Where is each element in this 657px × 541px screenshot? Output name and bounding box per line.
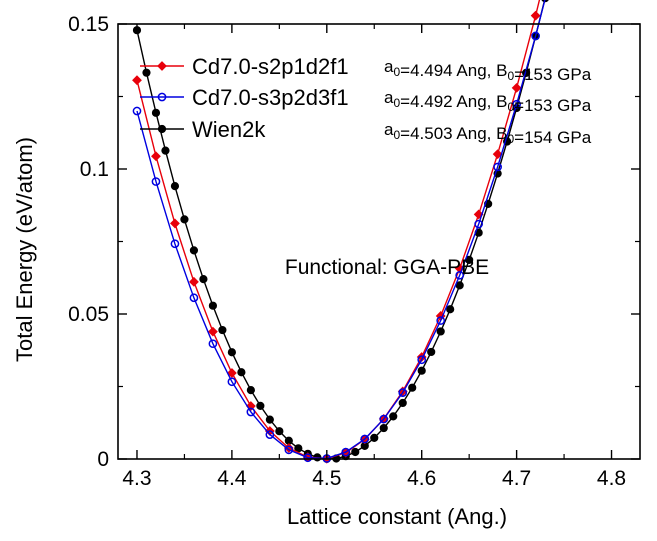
data-point-diamond: [151, 151, 161, 162]
legend-entry: Wien2k a0=4.503 Ang, B0=154 GPa: [140, 117, 592, 147]
data-point-circle: [180, 215, 189, 224]
y-tick-label: 0.05: [68, 303, 109, 326]
y-tick-label: 0.1: [80, 158, 109, 181]
data-point-diamond: [226, 368, 237, 378]
x-tick-label: 4.6: [407, 467, 436, 490]
data-point-circle: [265, 415, 274, 424]
data-point-circle: [398, 398, 407, 408]
data-point-circle: [151, 108, 161, 117]
data-point-diamond: [157, 61, 167, 71]
axis-ticks: 4.3 4.4 4.5 4.6 4.7 4.8 0 0.05 0.1 0.15: [68, 13, 640, 490]
data-point-circle: [170, 182, 180, 191]
data-point-circle-open: [531, 31, 540, 41]
data-point-circle-open: [157, 92, 167, 102]
data-point-diamond: [189, 276, 199, 287]
data-point-circle: [189, 246, 199, 255]
data-point-circle-open: [246, 407, 256, 417]
data-point-circle: [417, 366, 426, 375]
x-tick-label: 4.5: [312, 467, 341, 490]
data-point-circle: [351, 447, 360, 457]
data-point-circle: [427, 347, 436, 357]
data-point-diamond: [473, 209, 484, 220]
x-tick-label: 4.3: [122, 467, 151, 490]
legend-label: Cd7.0-s2p1d2f1: [192, 54, 349, 79]
data-point-circle-open: [170, 239, 180, 249]
plot-area: [132, 0, 549, 464]
data-point-circle: [408, 383, 417, 392]
data-point-circle: [436, 327, 445, 336]
x-tick-label: 4.7: [502, 467, 531, 490]
data-point-circle: [157, 124, 167, 134]
x-tick-label: 4.4: [217, 467, 247, 490]
legend-fit-parameters: a0=4.492 Ang, B0=153 GPa: [384, 88, 592, 115]
data-point-circle: [161, 146, 170, 155]
data-point-circle-open: [360, 434, 370, 444]
data-point-circle: [142, 68, 151, 77]
series-line: [136, 0, 546, 460]
data-point-circle: [208, 301, 218, 310]
data-point-circle: [256, 401, 265, 411]
data-point-circle: [370, 433, 379, 442]
data-point-diamond: [132, 75, 142, 86]
data-point-circle: [246, 386, 255, 395]
data-point-circle-open: [151, 177, 161, 186]
data-point-circle-open: [227, 377, 237, 387]
data-point-circle-open: [474, 219, 484, 229]
data-point-diamond: [530, 10, 541, 21]
data-point-circle-open: [341, 447, 351, 457]
legend-fit-parameters: a0=4.494 Ang, B0=153 GPa: [384, 57, 592, 84]
data-point-circle: [379, 423, 388, 433]
y-tick-label: 0.15: [68, 13, 109, 36]
data-point-circle-open: [436, 316, 446, 325]
data-point-diamond: [492, 149, 503, 160]
data-point-circle-open: [512, 99, 521, 109]
data-point-circle: [227, 348, 236, 357]
legend-label: Wien2k: [192, 117, 266, 142]
series-cd7-0-s3p2d3f1: [132, 0, 546, 463]
legend-fit-parameters: a0=4.503 Ang, B0=154 GPa: [384, 120, 592, 147]
data-point-circle-open: [208, 339, 218, 349]
data-point-circle-open: [189, 293, 199, 303]
data-point-circle-open: [455, 270, 465, 280]
data-point-diamond: [208, 326, 218, 337]
data-point-diamond: [170, 218, 180, 229]
data-point-circle-open: [493, 162, 502, 172]
data-point-circle-open: [265, 430, 275, 439]
data-point-circle: [218, 325, 227, 335]
data-point-circle-open: [417, 355, 427, 365]
data-point-circle: [237, 368, 246, 377]
x-axis-label: Lattice constant (Ang.): [287, 504, 507, 529]
data-point-circle: [389, 412, 398, 421]
data-point-circle-open: [398, 388, 408, 397]
functional-annotation: Functional: GGA-PBE: [285, 256, 489, 279]
legend-entry: Cd7.0-s3p2d3f1 a0=4.492 Ang, B0=153 GPa: [140, 85, 592, 115]
data-point-circle-open: [379, 414, 389, 424]
legend: Cd7.0-s2p1d2f1 a0=4.494 Ang, B0=153 GPaCd…: [140, 54, 592, 147]
y-axis-label: Total Energy (eV/atom): [12, 137, 37, 362]
data-point-circle-open: [284, 445, 294, 455]
data-point-circle: [446, 305, 455, 314]
data-point-circle: [275, 427, 284, 436]
legend-label: Cd7.0-s3p2d3f1: [192, 85, 349, 110]
data-point-circle: [199, 275, 208, 284]
x-tick-label: 4.8: [597, 467, 626, 490]
y-tick-label: 0: [97, 448, 109, 471]
data-point-circle-open: [132, 106, 142, 116]
legend-entry: Cd7.0-s2p1d2f1 a0=4.494 Ang, B0=153 GPa: [140, 54, 592, 84]
data-point-diamond: [511, 82, 522, 93]
data-point-circle-open: [303, 453, 313, 463]
